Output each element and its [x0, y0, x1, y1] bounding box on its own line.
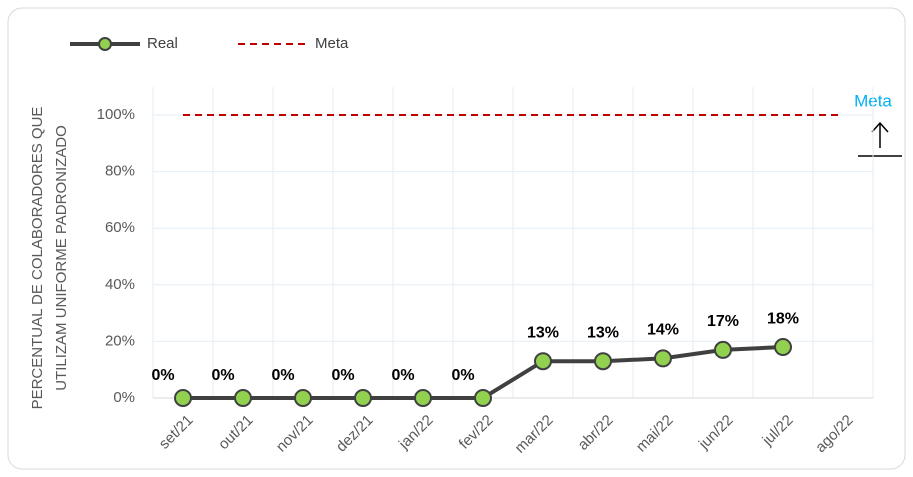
data-label: 14%	[647, 322, 679, 339]
point	[354, 389, 372, 407]
data-label: 18%	[767, 310, 799, 327]
data-label: 0%	[391, 367, 414, 384]
y-tick-label: 40%	[105, 276, 135, 293]
point	[654, 349, 672, 368]
point	[234, 389, 252, 407]
data-label: 0%	[211, 367, 234, 384]
y-tick-label: 100%	[97, 106, 135, 123]
y-tick-label: 20%	[105, 332, 135, 349]
y-tick-label: 0%	[113, 389, 135, 406]
point	[294, 389, 312, 407]
point	[174, 389, 192, 407]
point	[414, 389, 432, 407]
point	[714, 340, 732, 359]
y-tick-label: 80%	[105, 163, 135, 180]
y-axis-label: PERCENTUAL DE COLABORADORES QUE	[29, 107, 46, 410]
point	[474, 389, 492, 407]
y-tick-label: 60%	[105, 219, 135, 236]
data-label: 0%	[331, 367, 354, 384]
legend-label: Real	[147, 35, 178, 52]
data-label: 0%	[271, 367, 294, 384]
chart-frame	[7, 7, 906, 470]
data-label: 0%	[151, 367, 174, 384]
point	[774, 338, 792, 357]
legend-label: Meta	[315, 35, 349, 52]
data-label: 13%	[587, 324, 619, 341]
arrow-head	[871, 121, 889, 133]
point	[594, 352, 612, 371]
data-label: 0%	[451, 367, 474, 384]
data-label: 13%	[527, 324, 559, 341]
y-axis-label: UTILIZAM UNIFORME PADRONIZADO	[53, 125, 70, 391]
data-label: 17%	[707, 313, 739, 330]
legend-marker	[98, 37, 112, 51]
point	[534, 352, 552, 371]
